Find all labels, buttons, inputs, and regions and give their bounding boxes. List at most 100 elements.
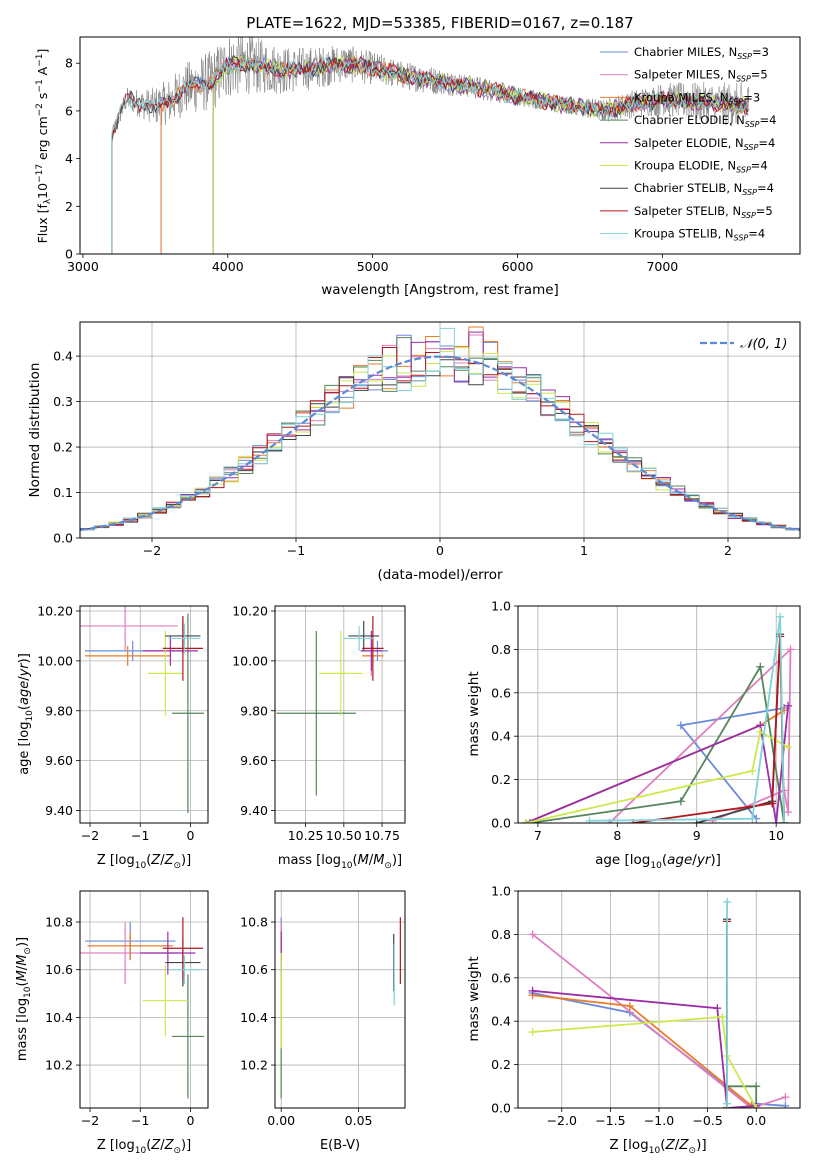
- weight-marker-salpeter_elodie: [784, 701, 793, 710]
- weight-marker-salpeter_elodie: [528, 986, 537, 995]
- weight-marker-salpeter_miles: [528, 930, 537, 939]
- y-tick-label: 9.40: [240, 803, 268, 818]
- legend-entry-salpeter_miles: Salpeter MILES, NSSP=5: [634, 68, 768, 84]
- x-tick-label: −1.5: [595, 1113, 625, 1128]
- y-tick-label: 10.20: [37, 603, 73, 618]
- y-tick-label: 10.2: [240, 1058, 268, 1073]
- legend-entry-kroupa_stelib: Kroupa STELIB, NSSP=4: [634, 227, 765, 243]
- x-axis-label: wavelength [Angstrom, rest frame]: [321, 282, 559, 298]
- axes-weight_vs_z: −2.0 −1.5 −1.0 −0.5 0.0 0.0 0.2 0.4 0.6 0.8 1.0 Z […: [466, 884, 801, 1156]
- model-spectrum-kroupa_stelib: [111, 56, 749, 254]
- y-tick-label: 1.0: [491, 884, 511, 899]
- y-axis-label: mass weight: [466, 956, 482, 1041]
- weight-marker-chabrier_elodie: [756, 662, 765, 671]
- weight-line-salpeter_miles: [532, 933, 786, 1108]
- y-tick-label: 0.0: [53, 531, 73, 546]
- y-tick-label: 9.60: [45, 753, 73, 768]
- weight-line-kroupa_elodie: [525, 730, 789, 823]
- weight-marker-kroupa_elodie: [521, 819, 530, 823]
- axes-frame: [79, 890, 209, 1109]
- x-axis-label: Z [log10(Z/Z⊙)]: [609, 1137, 706, 1156]
- weight-line-kroupa_stelib: [589, 616, 785, 823]
- weight-marker-chabrier_elodie: [752, 1082, 761, 1091]
- y-tick-label: 10.6: [240, 962, 268, 977]
- y-tick-label: 10.8: [240, 915, 268, 930]
- axes-residuals: −2 −1 0 1 2 0.0 0.1 0.2 0.3 0.4 𝒩(0, 1) (data-model…: [27, 321, 801, 583]
- y-tick-label: 0.8: [491, 927, 511, 942]
- y-tick-label: 9.80: [240, 703, 268, 718]
- y-tick-label: 0.2: [491, 772, 511, 787]
- legend-entry-salpeter_elodie: Salpeter ELODIE, NSSP=4: [634, 136, 775, 152]
- axes-frame: [274, 605, 406, 824]
- axes-spectrum: 3000 4000 5000 6000 7000 0 2 4 6 8 Chabrier MILES,…: [35, 36, 801, 298]
- grid-mass_vs_z: [80, 891, 208, 1108]
- x-tick-label: 7: [534, 828, 542, 843]
- legend-entry-kroupa_miles: Kroupa MILES, NSSP=3: [634, 90, 760, 106]
- legend-entry-chabrier_elodie: Chabrier ELODIE, NSSP=4: [634, 113, 776, 129]
- x-tick-label: 4000: [212, 259, 244, 274]
- y-tick-label: 4: [65, 151, 73, 166]
- x-axis-label: Z [log10(Z/Z⊙)]: [97, 853, 191, 871]
- x-tick-label: −2: [81, 828, 99, 843]
- weight-marker-kroupa_stelib: [723, 897, 732, 906]
- axes-mass_vs_z: −2 −1 0 10.2 10.4 10.6 10.8 Z [log10(Z/Z⊙)] mass…: [15, 890, 209, 1156]
- y-axis-label: mass weight: [466, 671, 482, 756]
- weight-line-chabrier_elodie: [529, 664, 785, 823]
- plot-area-residuals: [80, 326, 800, 538]
- weight-marker-salpeter_miles: [786, 645, 795, 654]
- legend-entry-kroupa_elodie: Kroupa ELODIE, NSSP=4: [634, 159, 768, 175]
- plot-area-age_vs_z: [80, 606, 204, 814]
- weight-marker-kroupa_stelib: [780, 819, 789, 823]
- x-tick-label: 0.00: [267, 1113, 295, 1128]
- plot-area-age_vs_mass: [276, 615, 389, 796]
- x-tick-label: −1: [131, 1113, 149, 1128]
- axes-frame: [517, 605, 801, 824]
- y-axis-label: mass [log10(M/M⊙)]: [15, 937, 33, 1061]
- weight-marker-kroupa_elodie: [718, 1012, 727, 1021]
- model-spectrum-chabrier_stelib: [111, 54, 749, 254]
- plot-area-weight_vs_z: [528, 897, 790, 1108]
- x-tick-label: −1.0: [644, 1113, 674, 1128]
- plot-area-weight_vs_age: [521, 612, 795, 823]
- weight-marker-kroupa_elodie: [756, 727, 765, 736]
- plot-area-mass_vs_z: [80, 917, 204, 1099]
- panel-mass_vs_ebv: 0.00 0.05 10.2 10.4 10.6 10.8 E(B-V): [240, 890, 406, 1153]
- model-spectrum-salpeter_stelib: [111, 56, 749, 254]
- x-tick-label: 0: [186, 828, 194, 843]
- weight-line-kroupa_miles: [532, 994, 757, 1108]
- x-tick-label: 10: [768, 828, 784, 843]
- y-tick-label: 8: [65, 56, 73, 71]
- weight-marker-chabrier_miles: [781, 1101, 790, 1108]
- x-tick-label: 3000: [67, 259, 99, 274]
- x-tick-label: 7000: [646, 259, 678, 274]
- legend-entry-chabrier_stelib: Chabrier STELIB, NSSP=4: [634, 181, 774, 197]
- spectrum-legend: Chabrier MILES, NSSP=3 Salpeter MILES, NS…: [600, 45, 776, 243]
- x-axis-label: E(B-V): [320, 1138, 360, 1153]
- weight-marker-kroupa_stelib: [723, 1104, 732, 1108]
- y-tick-label: 0.2: [53, 440, 73, 455]
- x-tick-label: −0.5: [692, 1113, 722, 1128]
- weight-marker-kroupa_stelib: [585, 816, 594, 823]
- y-tick-label: 10.4: [240, 1010, 268, 1025]
- axes-frame: [517, 890, 801, 1109]
- x-tick-label: 9: [693, 828, 701, 843]
- grid-age_vs_z: [80, 606, 208, 823]
- x-axis-label: mass [log10(M/M⊙)]: [278, 853, 402, 871]
- y-tick-label: 0.6: [491, 970, 511, 985]
- y-tick-label: 0.0: [491, 1101, 511, 1116]
- weight-marker-kroupa_stelib: [748, 814, 757, 823]
- y-tick-label: 10.4: [45, 1010, 73, 1025]
- y-tick-label: 10.20: [232, 603, 268, 618]
- legend-entry-salpeter_stelib: Salpeter STELIB, NSSP=5: [634, 204, 773, 220]
- weight-marker-salpeter_stelib: [768, 799, 777, 808]
- legend-entry-normal: 𝒩(0, 1): [740, 337, 787, 352]
- weight-marker-salpeter_elodie: [772, 819, 781, 823]
- y-tick-label: 9.80: [45, 703, 73, 718]
- panel-spectrum: 3000 4000 5000 6000 7000 0 2 4 6 8 Chabrier MILES,…: [35, 36, 801, 298]
- observed-spectrum: [111, 37, 750, 137]
- axes-frame: [79, 36, 801, 255]
- x-tick-label: 2: [724, 543, 732, 558]
- y-axis-label: Normed distribution: [27, 363, 43, 498]
- weight-marker-kroupa_elodie: [752, 1104, 761, 1108]
